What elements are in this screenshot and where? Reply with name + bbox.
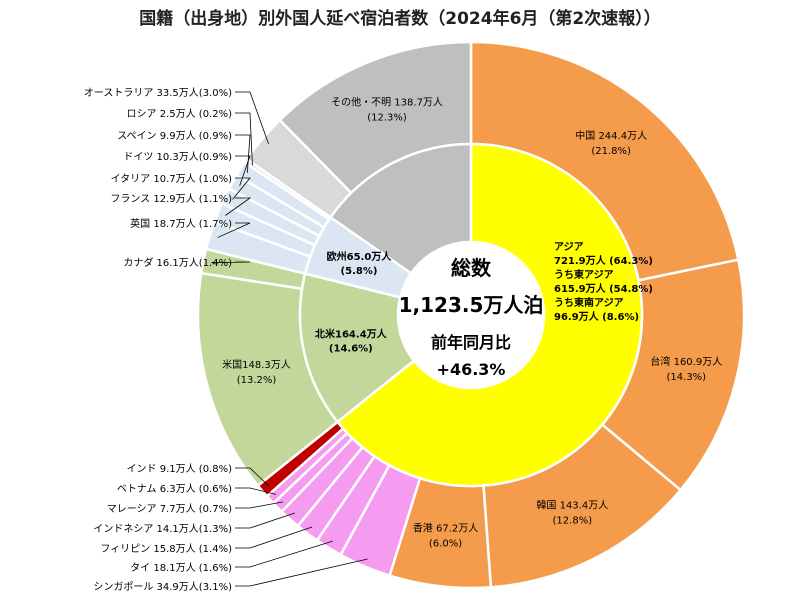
inner-label-0-line: うち東南アジア [554,296,624,309]
leader-line-15 [232,177,251,200]
outer-label-4: シンガポール 34.9万人(3.1%) [93,581,232,593]
outer-label-20-line: その他・不明 138.7万人 [331,95,443,108]
outer-label-20: その他・不明 138.7万人 (12.3%) [331,95,443,123]
outer-label-6: フィリピン 15.8万人 (1.4%) [100,543,232,555]
leader-line-16 [235,155,251,186]
center-yoy-label: 前年同月比 [431,333,511,352]
inner-ring [298,142,644,488]
outer-label-11: 米国148.3万人 (13.2%) [222,358,291,386]
center-total-value: 1,123.5万人泊 [399,293,544,317]
leader-line-5 [235,540,333,568]
inner-label-0-line: アジア [554,241,584,253]
leader-line-7 [235,512,295,529]
outer-label-11-line: (13.2%) [237,375,277,386]
outer-label-10: インド 9.1万人 (0.8%) [127,463,233,475]
center-yoy-value: +46.3% [437,360,506,379]
leader-line-18 [235,112,253,166]
outer-label-5: タイ 18.1万人 (1.6%) [130,562,232,574]
center-summary: 総数 1,123.5万人泊 前年同月比 +46.3% [399,256,544,379]
leader-line-13 [217,222,251,238]
outer-label-18: ロシア 2.5万人 (0.2%) [127,108,233,120]
inner-label-2: 欧州65.0万人 (5.8%) [327,250,393,277]
outer-label-15: イタリア 10.7万人 (1.0%) [111,173,233,185]
inner-label-0: アジア 721.9万人 (64.3%)うち東アジア 615.9万人 (54.8%)う… [554,241,653,323]
center-total-label: 総数 [451,256,492,280]
outer-label-3: 香港 67.2万人 (6.0%) [413,523,478,550]
outer-label-17: スペイン 9.9万人 (0.9%) [117,130,232,142]
leader-line-14 [225,197,252,216]
leader-line-6 [235,526,313,549]
inner-label-1: 北米164.4万人 (14.6%) [315,327,388,354]
outer-label-13: 英国 18.7万人 (1.7%) [130,217,232,230]
outer-label-3-line: (6.0%) [429,539,462,550]
outer-label-7: インドネシア 14.1万人(1.3%) [93,523,232,535]
outer-label-3-line: 香港 67.2万人 [413,523,478,535]
outer-label-1-line: (14.3%) [667,372,707,383]
leader-line-12 [211,261,251,263]
inner-label-2-line: (5.8%) [341,266,378,277]
outer-label-20-line: (12.3%) [367,112,407,123]
leader-line-19 [235,91,269,145]
outer-label-8: マレーシア 7.7万人 (0.7%) [107,503,232,515]
chart-title: 国籍（出身地）別外国人延べ宿泊者数（2024年6月（第2次速報）） [139,9,661,29]
outer-label-19: オーストラリア 33.5万人(3.0%) [84,87,232,99]
outer-label-14: フランス 12.9万人 (1.1%) [110,193,232,205]
inner-label-0-line: 721.9万人 (64.3%) [554,254,653,267]
slice-labels: アジア 721.9万人 (64.3%)うち東アジア 615.9万人 (54.8%)う… [84,87,722,593]
leader-line-9 [235,487,277,495]
outer-label-1: 台湾 160.9万人 (14.3%) [650,355,722,383]
outer-label-12: カナダ 16.1万人(1.4%) [123,256,232,269]
outer-label-2-line: (12.8%) [553,516,593,527]
outer-label-2-line: 韓国 143.4万人 [536,500,608,512]
inner-label-1-line: 北米164.4万人 [315,327,388,340]
leader-line-4 [235,558,368,587]
outer-label-16: ドイツ 10.3万人(0.9%) [123,151,232,163]
inner-label-1-line: (14.6%) [329,343,373,354]
inner-label-0-line: 615.9万人 (54.8%) [554,282,653,295]
outer-label-9: ベトナム 6.3万人 (0.6%) [117,483,232,495]
leader-line-17 [235,134,251,173]
leader-lines [211,91,368,587]
outer-label-0: 中国 244.4万人 (21.8%) [575,129,647,157]
leader-line-10 [235,467,269,487]
outer-label-2: 韓国 143.4万人 (12.8%) [536,500,608,527]
leader-line-8 [235,501,284,509]
inner-label-0-line: うち東アジア [554,268,614,281]
outer-label-0-line: 中国 244.4万人 [575,129,647,142]
inner-label-2-line: 欧州65.0万人 [327,250,393,263]
outer-label-1-line: 台湾 160.9万人 [650,355,722,368]
outer-label-0-line: (21.8%) [591,146,631,157]
outer-label-11-line: 米国148.3万人 [222,358,291,371]
inner-label-0-line: 96.9万人 (8.6%) [554,310,639,323]
center-disc [398,242,544,388]
